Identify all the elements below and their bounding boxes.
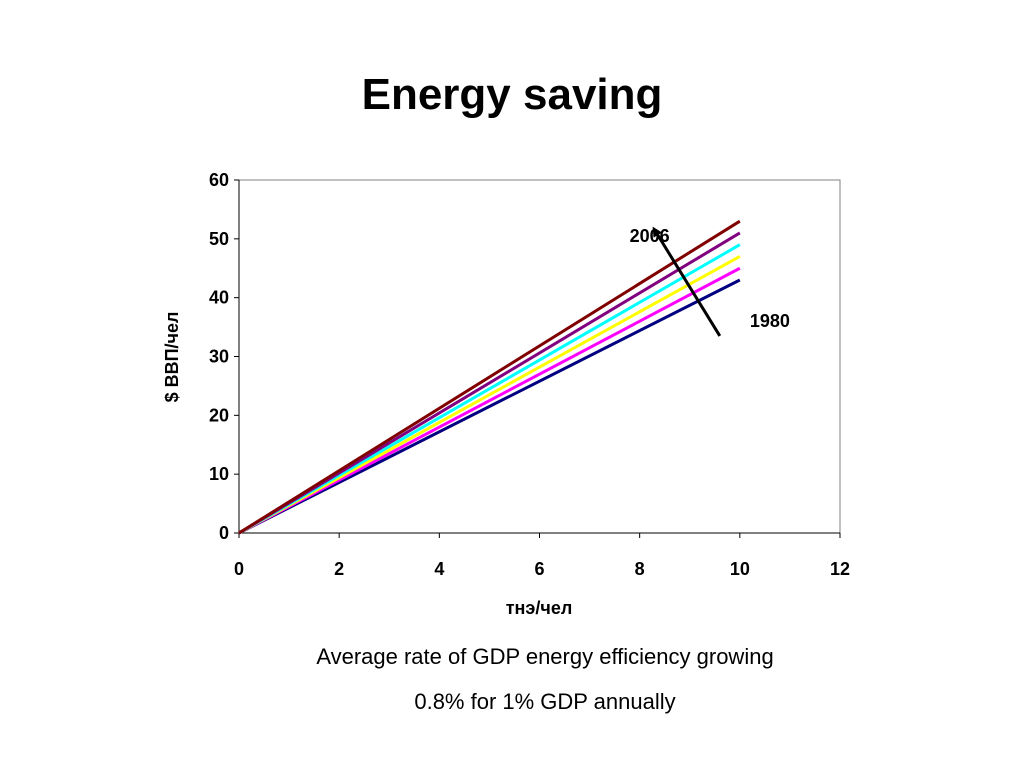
x-tick-label: 6: [534, 559, 544, 579]
trend-arrow: [652, 226, 722, 337]
series-line-1: [238, 266, 741, 535]
x-tick-label: 2: [334, 559, 344, 579]
annotation-label: 1980: [750, 311, 790, 331]
x-ticks: 0 2 4 6 8 10 12: [234, 533, 850, 579]
x-tick-label: 12: [830, 559, 850, 579]
x-axis-label: тнэ/чел: [506, 598, 573, 618]
series-line-5: [238, 219, 741, 535]
series-line-4: [238, 231, 741, 535]
slide-title: Energy saving: [361, 70, 663, 119]
series-line-3: [238, 243, 741, 535]
y-tick-label: 50: [209, 229, 229, 249]
y-tick-label: 10: [209, 464, 229, 484]
x-tick-label: 10: [730, 559, 750, 579]
caption-line-1: Average rate of GDP energy efficiency gr…: [316, 644, 774, 669]
y-tick-label: 0: [219, 523, 229, 543]
x-tick-label: 4: [434, 559, 444, 579]
x-tick-label: 0: [234, 559, 244, 579]
y-tick-label: 60: [209, 170, 229, 190]
y-ticks: 0 10 20 30 40 50 60: [209, 170, 239, 543]
y-tick-label: 30: [209, 347, 229, 367]
y-tick-label: 40: [209, 288, 229, 308]
series-group: [238, 219, 741, 535]
caption-line-2: 0.8% for 1% GDP annually: [414, 689, 676, 714]
x-tick-label: 8: [635, 559, 645, 579]
y-tick-label: 20: [209, 405, 229, 425]
series-line-0: [238, 278, 741, 535]
y-axis-label: $ ВВП/чел: [162, 312, 182, 403]
series-line-2: [238, 255, 741, 535]
